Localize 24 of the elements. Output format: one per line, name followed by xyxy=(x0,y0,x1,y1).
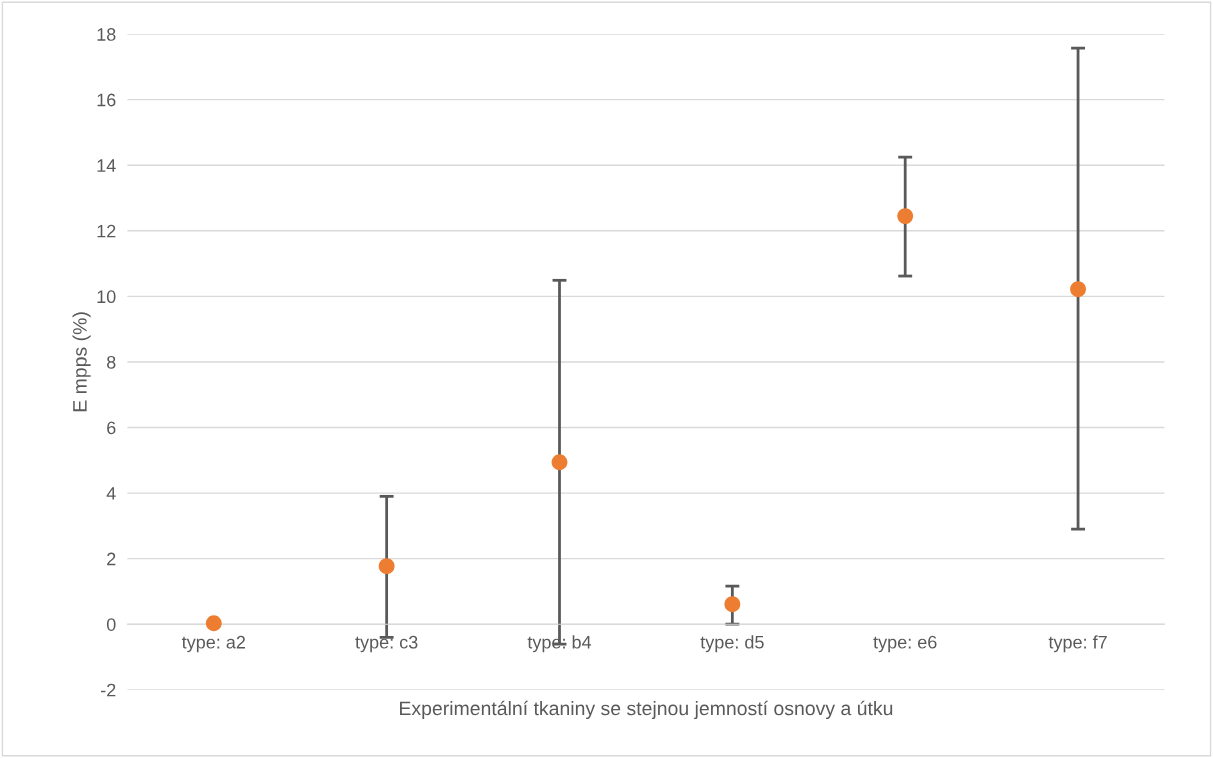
y-tick-label: 18 xyxy=(97,28,116,41)
point xyxy=(1070,281,1086,298)
y-tick-label: 4 xyxy=(106,487,116,500)
x-tick-label: type: c3 xyxy=(355,635,418,653)
point xyxy=(551,454,568,471)
y-axis-title: E mpps (%) xyxy=(72,312,91,412)
x-tick-label: type: e6 xyxy=(873,635,937,653)
x-tick-label: type: a2 xyxy=(181,635,246,653)
point xyxy=(724,596,741,613)
y-tick-label: 16 xyxy=(97,93,116,107)
x-tick-label: type: f7 xyxy=(1048,635,1107,653)
point xyxy=(205,615,222,632)
x-axis-title: Experimentální tkaniny se stejnou jemností osnovy a útku xyxy=(400,700,893,720)
point xyxy=(897,208,914,224)
y-tick-label: 2 xyxy=(107,552,116,566)
x-tick-label: type: d5 xyxy=(700,635,764,653)
y-tick-label: 12 xyxy=(97,224,116,238)
point xyxy=(378,558,395,575)
y-tick-label: 0 xyxy=(106,618,116,631)
y-tick-label: 8 xyxy=(107,355,116,369)
y-tick-label: -2 xyxy=(101,683,116,697)
y-tick-label: 6 xyxy=(107,421,116,435)
y-tick-label: 14 xyxy=(97,159,116,172)
y-tick-label: 10 xyxy=(97,290,116,304)
